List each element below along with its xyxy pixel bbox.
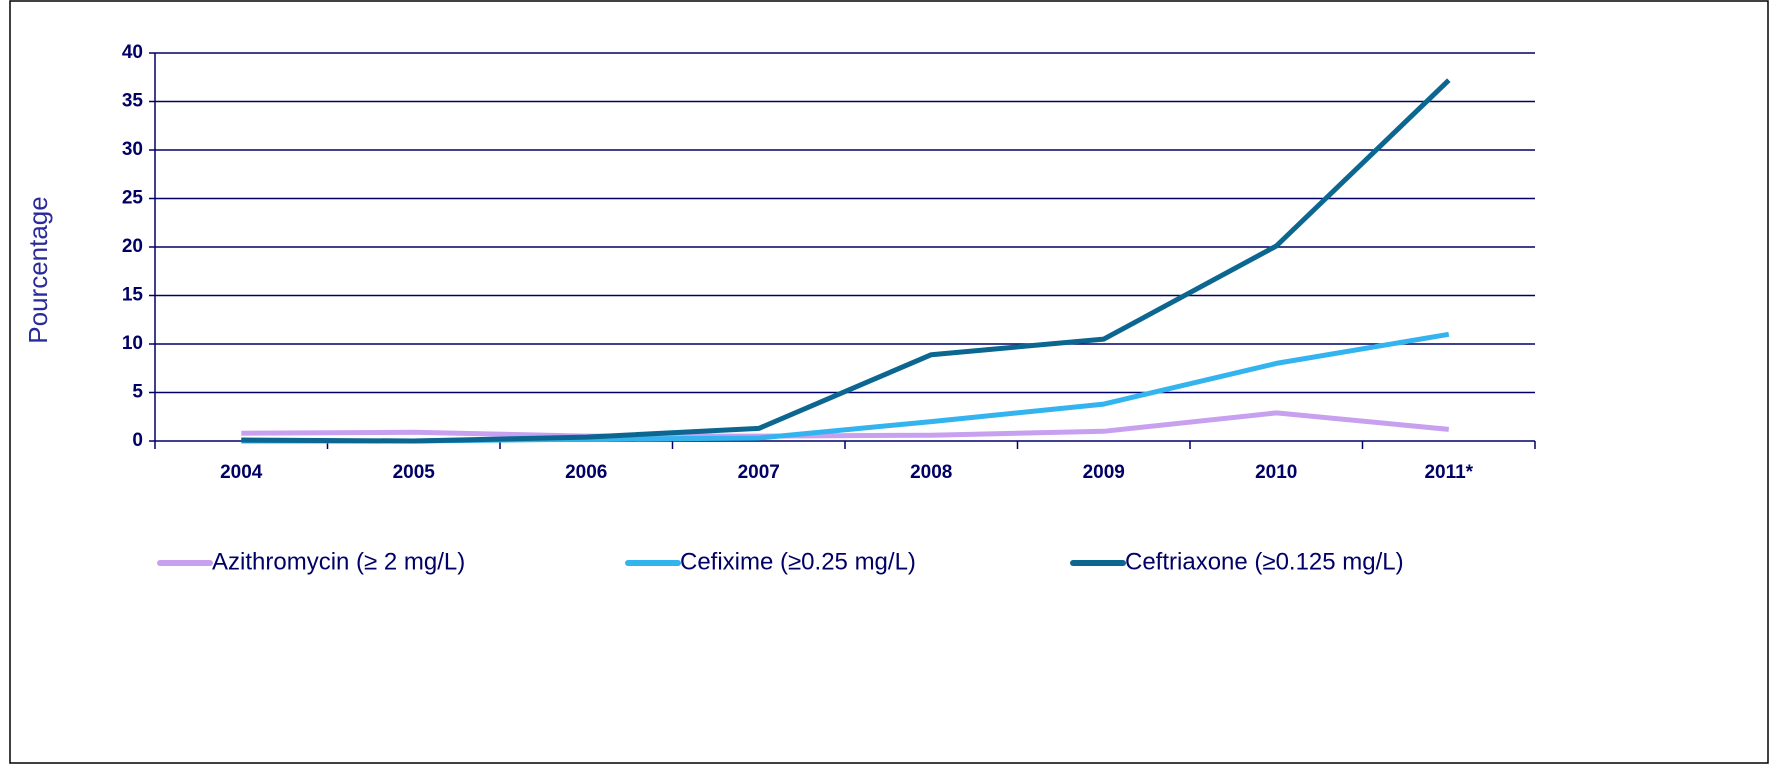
x-tick-label: 2009 <box>1083 462 1125 483</box>
x-tick-label: 2011* <box>1424 462 1473 483</box>
y-tick-label: 25 <box>122 188 144 209</box>
y-tick-label: 15 <box>122 285 144 306</box>
legend-label: Ceftriaxone (≥0.125 mg/L) <box>1125 548 1404 575</box>
y-tick-label: 10 <box>122 333 143 354</box>
x-tick-label: 2010 <box>1255 462 1297 483</box>
x-tick-label: 2007 <box>738 462 780 483</box>
y-tick-label: 0 <box>132 430 143 451</box>
x-tick-label: 2008 <box>910 462 952 483</box>
y-tick-label: 40 <box>122 42 143 63</box>
legend-label: Cefixime (≥0.25 mg/L) <box>680 548 916 575</box>
y-tick-label: 20 <box>122 236 143 257</box>
series-line <box>241 78 1451 444</box>
y-tick-label: 30 <box>122 139 143 160</box>
y-tick-label: 35 <box>122 91 144 112</box>
chart-frame <box>9 0 1769 764</box>
x-tick-label: 2004 <box>220 462 263 483</box>
y-axis-label: Pourcentage <box>23 196 53 343</box>
series-line <box>241 410 1450 439</box>
legend-label: Azithromycin (≥ 2 mg/L) <box>212 548 465 575</box>
y-tick-label: 5 <box>132 382 143 403</box>
x-tick-label: 2005 <box>393 462 436 483</box>
x-tick-label: 2006 <box>565 462 607 483</box>
